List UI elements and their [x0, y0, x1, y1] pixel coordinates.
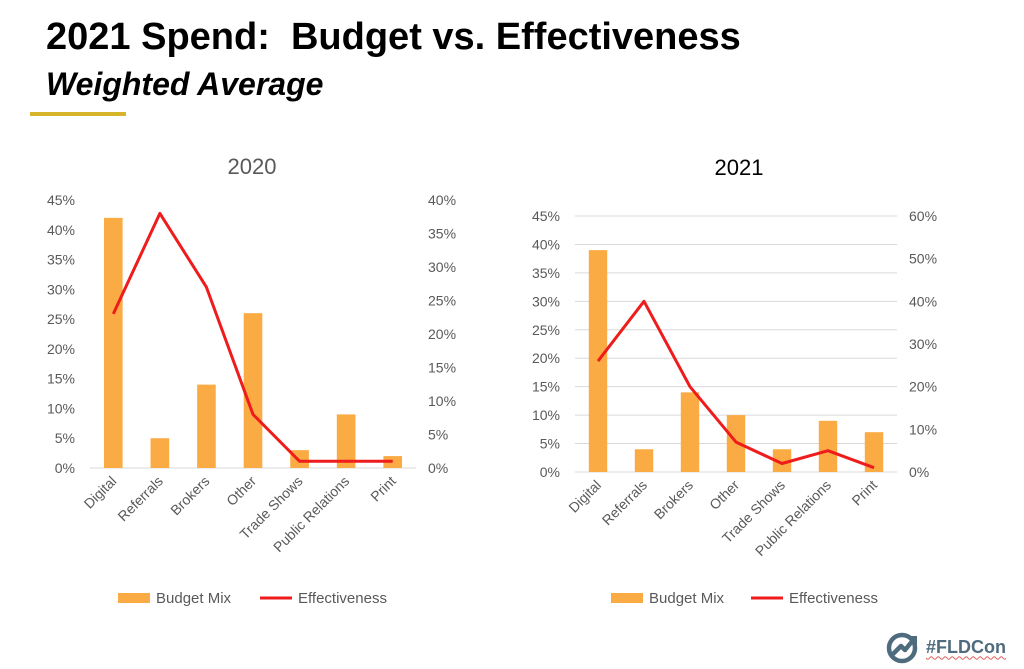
bar-budget-mix [103, 217, 123, 468]
bar-budget-mix [680, 392, 700, 472]
y-right-tick-label: 20% [428, 326, 456, 342]
y-left-tick-label: 0% [540, 464, 560, 480]
x-category-label: Brokers [651, 477, 696, 522]
bar-budget-mix [336, 414, 356, 468]
y-right-tick-label: 5% [428, 427, 448, 443]
y-left-tick-label: 30% [532, 293, 560, 309]
bar-budget-mix [864, 432, 884, 472]
line-effectiveness [111, 211, 393, 463]
y-left-tick-label: 45% [47, 192, 75, 208]
bar-budget-mix [818, 420, 838, 472]
x-category-label: Print [848, 477, 880, 509]
line-effectiveness [596, 299, 875, 470]
y-left-tick-label: 40% [47, 222, 75, 238]
y-right-tick-label: 30% [909, 336, 937, 352]
bar-budget-mix [772, 449, 792, 472]
legend-swatch-budget-mix [611, 593, 643, 603]
legend-label-budget-mix: Budget Mix [156, 590, 232, 607]
y-right-tick-label: 10% [909, 421, 937, 437]
y-right-tick-label: 20% [909, 379, 937, 395]
y-left-tick-label: 5% [55, 430, 75, 446]
bar-budget-mix [634, 449, 654, 472]
y-right-tick-label: 40% [909, 293, 937, 309]
bar-budget-mix [243, 313, 263, 468]
slide-title: 2021 Spend: Budget vs. Effectiveness [46, 16, 741, 58]
fldcon-logo: #FLDCon [884, 627, 1006, 667]
title-accent-bar [30, 112, 126, 116]
legend-label-budget-mix: Budget Mix [649, 590, 725, 607]
y-left-tick-label: 25% [532, 322, 560, 338]
y-left-tick-label: 5% [540, 436, 560, 452]
chart-title: 2021 [715, 155, 764, 180]
x-category-label: Digital [565, 477, 604, 516]
y-right-tick-label: 0% [909, 464, 929, 480]
y-right-tick-label: 50% [909, 251, 937, 267]
y-left-tick-label: 35% [47, 252, 75, 268]
y-left-tick-label: 35% [532, 265, 560, 281]
y-left-tick-label: 45% [532, 208, 560, 224]
y-left-tick-label: 20% [532, 350, 560, 366]
y-right-tick-label: 15% [428, 360, 456, 376]
bar-budget-mix [383, 456, 403, 468]
y-right-tick-label: 10% [428, 393, 456, 409]
y-left-tick-label: 15% [47, 371, 75, 387]
y-left-tick-label: 10% [47, 400, 75, 416]
y-left-tick-label: 30% [47, 281, 75, 297]
slide-subtitle: Weighted Average [46, 66, 324, 102]
x-category-label: Referrals [599, 477, 650, 528]
y-left-tick-label: 40% [532, 236, 560, 252]
y-right-tick-label: 40% [428, 192, 456, 208]
y-left-tick-label: 0% [55, 460, 75, 476]
chart-title: 2020 [228, 154, 277, 179]
y-left-tick-label: 15% [532, 379, 560, 395]
x-category-label: Other [706, 477, 742, 513]
legend-swatch-budget-mix [118, 593, 150, 603]
growth-arrow-icon [886, 632, 918, 664]
y-left-tick-label: 25% [47, 311, 75, 327]
bar-budget-mix [197, 384, 216, 468]
y-left-tick-label: 10% [532, 407, 560, 423]
y-right-tick-label: 60% [909, 208, 937, 224]
hashtag-label: #FLDCon [926, 636, 1006, 657]
y-right-tick-label: 30% [428, 259, 456, 275]
y-right-tick-label: 35% [428, 226, 456, 242]
y-right-tick-label: 25% [428, 293, 456, 309]
y-right-tick-label: 0% [428, 460, 448, 476]
bar-budget-mix [150, 438, 170, 468]
y-left-tick-label: 20% [47, 341, 75, 357]
legend-label-effectiveness: Effectiveness [298, 590, 387, 607]
legend-label-effectiveness: Effectiveness [789, 590, 878, 607]
